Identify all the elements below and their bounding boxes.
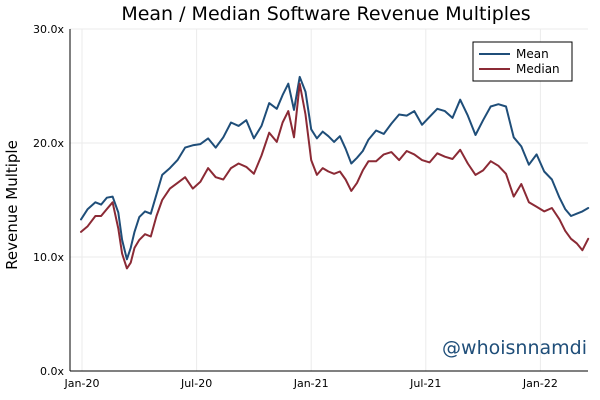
y-tick-label: 30.0x [33,23,64,36]
x-tick-label: Jan-22 [522,377,558,390]
x-tick-label: Jul-21 [409,377,441,390]
series-line-mean [80,75,590,261]
x-tick-label: Jan-20 [64,377,100,390]
y-tick-label: 20.0x [33,137,64,150]
x-ticks: Jan-20 Jul-20 Jan-21 Jul-21 Jan-22 [64,377,558,390]
chart-title: Mean / Median Software Revenue Multiples [121,3,530,25]
legend-box [472,41,573,82]
legend-label-mean: Mean [516,47,549,61]
series-line-median [80,82,590,270]
y-axis-label: Revenue Multiple [3,140,21,270]
watermark: @whoisnnamdi [442,337,587,359]
x-tick-label: Jul-20 [180,377,212,390]
y-tick-label: 10.0x [33,251,64,264]
grid [70,28,588,371]
x-tick-label: Jan-21 [293,377,329,390]
y-ticks: 0.0x 10.0x 20.0x 30.0x [33,23,64,378]
legend: Mean Median [472,41,573,82]
axes [69,29,588,372]
series-lines [80,75,590,270]
legend-label-median: Median [516,62,560,76]
y-tick-label: 0.0x [40,365,64,378]
